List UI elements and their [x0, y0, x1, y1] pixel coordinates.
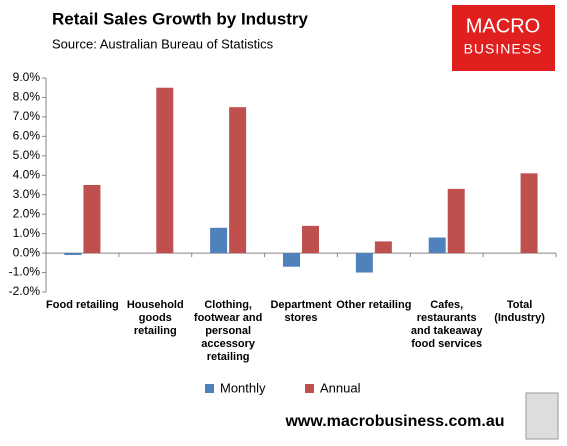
- logo-text: BUSINESS: [464, 41, 543, 57]
- legend-swatch: [305, 384, 314, 393]
- bar: [156, 87, 174, 254]
- y-tick-label: 2.0%: [13, 206, 41, 220]
- y-tick-label: 1.0%: [13, 226, 41, 240]
- y-tick-label: 5.0%: [13, 148, 41, 162]
- bar: [283, 253, 300, 267]
- x-tick-label: Department stores: [270, 299, 332, 324]
- y-tick-label: -1.0%: [9, 265, 41, 279]
- x-tick-label: Household goods retailing: [126, 299, 184, 337]
- chart-title: Retail Sales Growth by Industry: [52, 9, 309, 28]
- bar: [355, 253, 373, 273]
- y-tick-label: 7.0%: [13, 109, 41, 123]
- chart-subtitle: Source: Australian Bureau of Statistics: [52, 36, 274, 51]
- bar: [83, 185, 101, 254]
- x-tick-label: Food retailing: [46, 299, 119, 311]
- y-tick-label: 4.0%: [13, 167, 41, 181]
- x-tick-label: Clothing, footwear and personal accessor…: [193, 299, 263, 363]
- bar: [520, 173, 538, 254]
- logo-box: [452, 5, 555, 71]
- legend-label: Monthly: [220, 380, 266, 395]
- y-tick-label: 0.0%: [13, 245, 41, 259]
- y-tick-label: -2.0%: [9, 284, 41, 298]
- y-tick-label: 3.0%: [13, 187, 41, 201]
- x-tick-label: Other retailing: [336, 299, 412, 311]
- bar: [374, 241, 392, 254]
- y-tick-label: 9.0%: [13, 70, 41, 84]
- bar: [229, 107, 247, 254]
- legend-label: Annual: [320, 380, 361, 395]
- legend-swatch: [205, 384, 214, 393]
- bar: [64, 253, 82, 256]
- y-tick-label: 6.0%: [13, 129, 41, 143]
- x-tick-label: Cafes, restaurants and takeaway food ser…: [410, 299, 483, 350]
- x-tick-label: Total (Industry): [494, 299, 545, 324]
- bar: [428, 237, 446, 254]
- y-tick-label: 8.0%: [13, 90, 41, 104]
- footer-url: www.macrobusiness.com.au: [284, 413, 504, 430]
- logo-image: [525, 392, 559, 440]
- bar: [447, 188, 465, 254]
- bar: [210, 227, 228, 254]
- bar: [302, 225, 319, 254]
- logo-text: MACRO: [466, 15, 540, 37]
